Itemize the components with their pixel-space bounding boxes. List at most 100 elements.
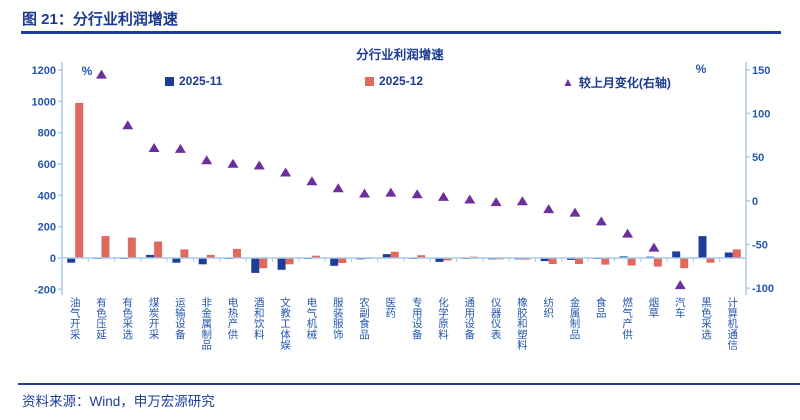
category-label: 化学原料 [438,296,449,341]
bar-2025-11 [277,258,286,270]
category-label: 非金属制品 [201,297,212,351]
bar-2025-12 [732,249,741,258]
category-label: 农副食品 [359,296,370,341]
bar-2025-11 [724,252,733,258]
bar-2025-11 [146,254,155,258]
category-label: 医药 [386,297,397,320]
bar-2025-11 [567,258,575,260]
category-label: 电气机械 [307,296,318,341]
footer-divider [18,383,800,385]
bar-2025-11 [540,258,549,262]
bar-2025-12 [75,102,84,259]
svg-text:1000: 1000 [32,96,56,108]
triangle-marker [201,155,213,165]
bar-2025-12 [443,258,452,261]
bar-2025-12 [522,258,531,260]
svg-text:150: 150 [752,65,770,77]
bar-2025-12 [417,255,426,258]
legend-label: 2025-11 [179,74,223,88]
category-label: 专用设备 [412,296,423,341]
bar-2025-11 [198,258,207,265]
svg-text:0: 0 [50,253,56,265]
bar-2025-12 [601,258,610,265]
category-label: 黑色采选 [701,297,712,341]
triangle-marker [411,189,423,199]
bar-2025-11 [330,258,339,266]
bar-2025-11 [672,251,681,258]
triangle-marker [464,194,476,204]
triangle-marker [253,160,265,170]
purple-triangle-icon: ▲ [562,75,574,89]
category-label: 金属制品 [570,296,581,341]
category-label: 通用设备 [465,297,476,341]
triangle-marker [174,143,186,153]
legend-item-mom-change: ▲ 较上月变化(右轴) [562,74,671,91]
triangle-marker [674,280,686,290]
category-label: 燃气产供 [622,296,633,341]
triangle-marker [437,191,449,201]
bar-2025-11 [251,258,260,273]
svg-text:-200: -200 [34,284,56,296]
bar-2025-12 [233,248,241,258]
legend-item-2025-11: 2025-11 [165,74,222,88]
category-label: 烟草 [649,296,660,320]
legend-item-2025-12: 2025-12 [365,74,423,88]
triangle-marker [148,143,160,153]
triangle-marker [569,207,581,217]
bar-2025-12 [259,258,268,269]
triangle-marker [306,176,318,186]
svg-text:50: 50 [752,152,764,164]
chart-title: 分行业利润增速 [356,48,444,62]
triangle-marker [648,242,660,252]
triangle-marker [490,197,502,207]
triangle-marker [622,228,634,238]
category-label: 服装服饰 [333,297,344,341]
svg-text:0: 0 [752,196,758,208]
bar-2025-12 [548,258,557,264]
category-label: 运输设备 [175,297,186,341]
chart-legend: 2025-11 2025-12 ▲ 较上月变化(右轴) [0,74,800,90]
source-note: 资料来源：Wind，申万宏源研究 [22,394,215,409]
triangle-marker [95,69,107,79]
category-label: 计算机通信 [728,296,739,351]
triangle-marker [385,187,397,197]
bar-2025-12 [154,241,163,258]
legend-label: 2025-12 [379,74,424,88]
svg-text:800: 800 [38,128,56,140]
triangle-marker [543,204,555,214]
triangle-marker [122,120,134,130]
category-label: 食品 [596,296,607,320]
bar-2025-11 [172,258,181,263]
legend-label: 较上月变化(右轴) [578,76,671,90]
salmon-square-icon [365,76,374,86]
navy-square-icon [165,76,174,86]
triangle-marker [359,188,371,198]
category-label: 电热产供 [228,296,239,341]
svg-text:400: 400 [38,190,56,202]
bar-2025-12 [653,258,662,267]
svg-text:200: 200 [38,222,56,234]
svg-text:100: 100 [752,108,770,120]
figure-title: 图 21：分行业利润增速 [22,11,178,28]
bar-2025-12 [180,249,189,258]
category-label: 汽车 [675,296,686,320]
right-axis-unit: % [696,62,707,76]
triangle-marker [516,196,528,206]
category-label: 文教工体娱 [280,296,291,351]
bar-2025-11 [435,258,444,262]
bar-2025-11 [382,254,391,258]
bar-2025-12 [627,258,636,266]
bar-2025-11 [698,236,707,258]
bar-2025-12 [338,258,347,263]
triangle-marker [332,183,344,193]
category-label: 酒和饮料 [254,296,265,341]
svg-text:600: 600 [38,159,56,171]
category-label: 纺织 [543,296,554,320]
bar-2025-12 [101,236,110,258]
svg-text:-100: -100 [752,283,774,295]
bar-2025-12 [706,258,715,263]
triangle-marker [227,158,239,168]
svg-text:-50: -50 [752,239,768,251]
bar-2025-12 [390,251,399,258]
